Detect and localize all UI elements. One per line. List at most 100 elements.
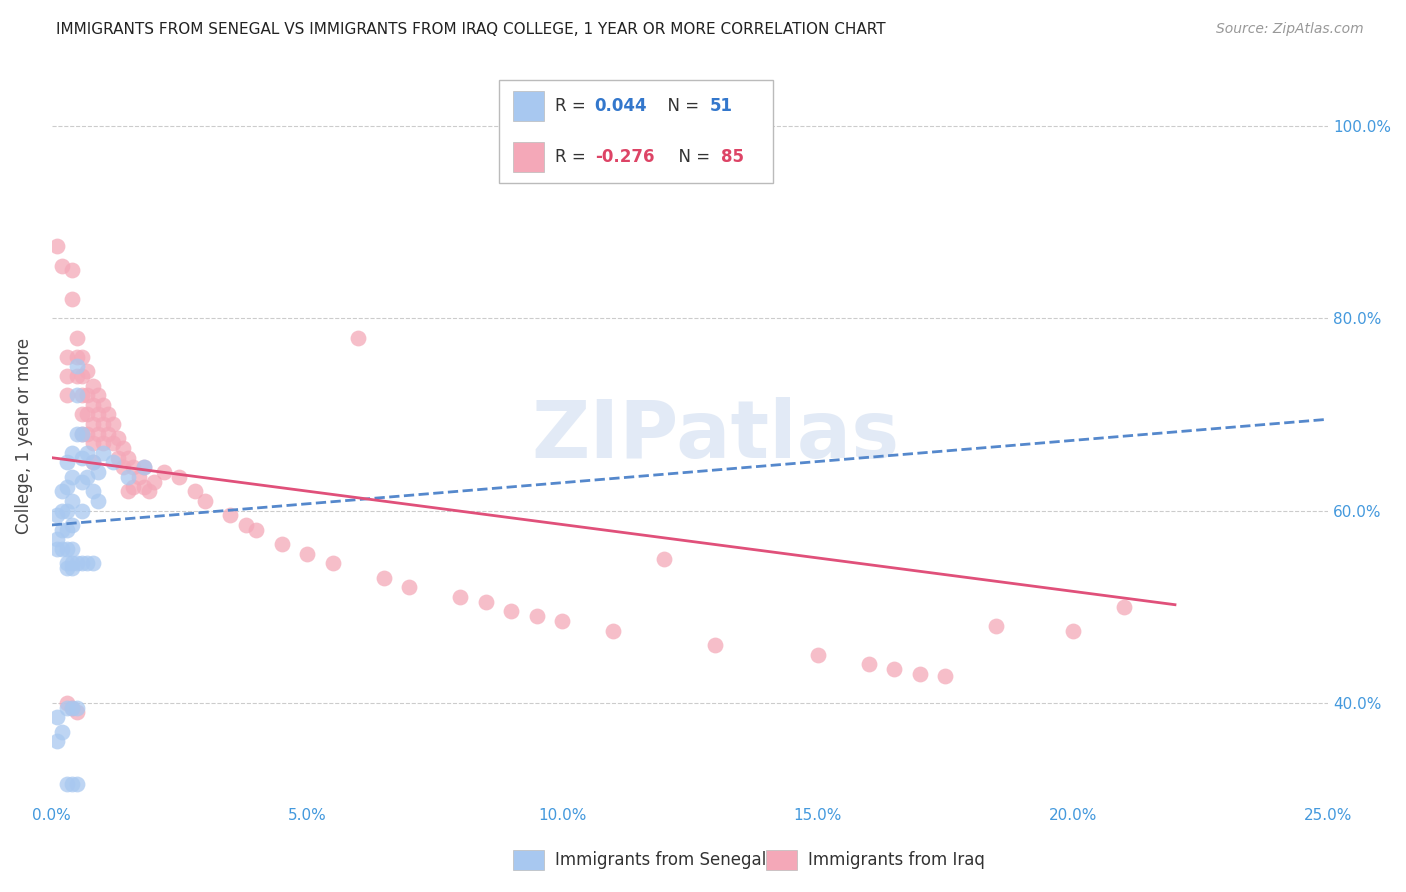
- Point: [45, 734, 67, 748]
- Point: [86, 465, 108, 479]
- Point: [76, 426, 98, 441]
- Point: [72, 503, 94, 517]
- Point: [270, 537, 292, 551]
- Point: [235, 518, 257, 533]
- Point: [97, 408, 120, 422]
- Text: Source: ZipAtlas.com: Source: ZipAtlas.com: [1216, 22, 1364, 37]
- Point: [45, 533, 67, 547]
- Point: [245, 523, 267, 537]
- Point: [194, 494, 217, 508]
- Point: [56, 523, 79, 537]
- Point: [76, 388, 98, 402]
- Text: N =: N =: [668, 148, 716, 166]
- Point: [60, 561, 83, 575]
- Point: [219, 508, 242, 523]
- Point: [347, 330, 370, 344]
- Point: [91, 417, 114, 431]
- Point: [56, 350, 79, 364]
- Point: [82, 455, 104, 469]
- Point: [91, 446, 114, 460]
- Point: [60, 292, 83, 306]
- Point: [60, 446, 83, 460]
- Point: [91, 398, 114, 412]
- Point: [153, 465, 176, 479]
- Point: [97, 426, 120, 441]
- Point: [82, 436, 104, 450]
- Point: [1112, 599, 1135, 614]
- Point: [60, 494, 83, 508]
- Point: [183, 484, 205, 499]
- Point: [45, 239, 67, 253]
- Point: [86, 426, 108, 441]
- Text: 85: 85: [721, 148, 744, 166]
- Point: [142, 475, 165, 489]
- Point: [66, 369, 89, 384]
- Point: [704, 638, 727, 652]
- Point: [91, 436, 114, 450]
- Point: [56, 455, 79, 469]
- Point: [128, 470, 150, 484]
- Point: [501, 604, 523, 618]
- Point: [56, 388, 79, 402]
- Point: [60, 777, 83, 791]
- Point: [45, 541, 67, 556]
- Point: [295, 547, 318, 561]
- Point: [101, 455, 124, 469]
- Text: -0.276: -0.276: [595, 148, 654, 166]
- Point: [56, 700, 79, 714]
- Point: [60, 263, 83, 277]
- Point: [122, 460, 145, 475]
- Point: [86, 388, 108, 402]
- Point: [60, 518, 83, 533]
- Point: [132, 460, 155, 475]
- Point: [72, 557, 94, 571]
- Point: [76, 408, 98, 422]
- Point: [56, 369, 79, 384]
- Point: [60, 700, 83, 714]
- Point: [654, 551, 676, 566]
- Point: [107, 432, 129, 446]
- Point: [112, 460, 135, 475]
- Text: 0.044: 0.044: [595, 97, 647, 115]
- Point: [72, 475, 94, 489]
- Point: [72, 350, 94, 364]
- Point: [66, 706, 89, 720]
- Point: [66, 388, 89, 402]
- Point: [72, 450, 94, 465]
- Point: [72, 388, 94, 402]
- Point: [76, 446, 98, 460]
- Point: [112, 441, 135, 455]
- Text: 51: 51: [710, 97, 733, 115]
- Point: [101, 417, 124, 431]
- Point: [101, 436, 124, 450]
- Point: [60, 541, 83, 556]
- Text: Immigrants from Iraq: Immigrants from Iraq: [808, 851, 986, 869]
- Point: [51, 541, 73, 556]
- Point: [474, 595, 496, 609]
- Point: [60, 700, 83, 714]
- Point: [72, 369, 94, 384]
- Point: [66, 350, 89, 364]
- Point: [858, 657, 880, 672]
- Point: [66, 557, 89, 571]
- Point: [132, 479, 155, 493]
- Point: [66, 777, 89, 791]
- Point: [66, 700, 89, 714]
- Point: [373, 571, 395, 585]
- Point: [117, 450, 139, 465]
- Point: [51, 724, 73, 739]
- Point: [934, 669, 956, 683]
- Point: [1062, 624, 1084, 638]
- Point: [82, 484, 104, 499]
- Point: [66, 426, 89, 441]
- Point: [45, 508, 67, 523]
- Point: [551, 614, 574, 628]
- Text: R =: R =: [555, 97, 592, 115]
- Point: [883, 662, 905, 676]
- Point: [51, 503, 73, 517]
- Point: [60, 557, 83, 571]
- Text: IMMIGRANTS FROM SENEGAL VS IMMIGRANTS FROM IRAQ COLLEGE, 1 YEAR OR MORE CORRELAT: IMMIGRANTS FROM SENEGAL VS IMMIGRANTS FR…: [56, 22, 886, 37]
- Point: [56, 777, 79, 791]
- Point: [82, 557, 104, 571]
- Text: R =: R =: [555, 148, 592, 166]
